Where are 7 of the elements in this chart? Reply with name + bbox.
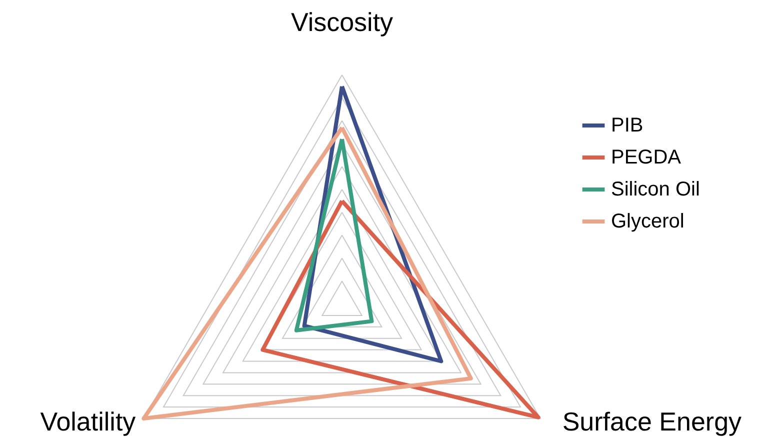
legend-label: Glycerol	[611, 210, 684, 232]
spoke-label: Surface Energy	[562, 406, 742, 436]
legend-label: PIB	[611, 114, 644, 136]
spoke-label: Viscosity	[290, 7, 394, 37]
legend-label: PEGDA	[611, 146, 682, 168]
spoke-label: Volatility	[40, 406, 136, 436]
legend-label: Silicon Oil	[611, 178, 700, 200]
